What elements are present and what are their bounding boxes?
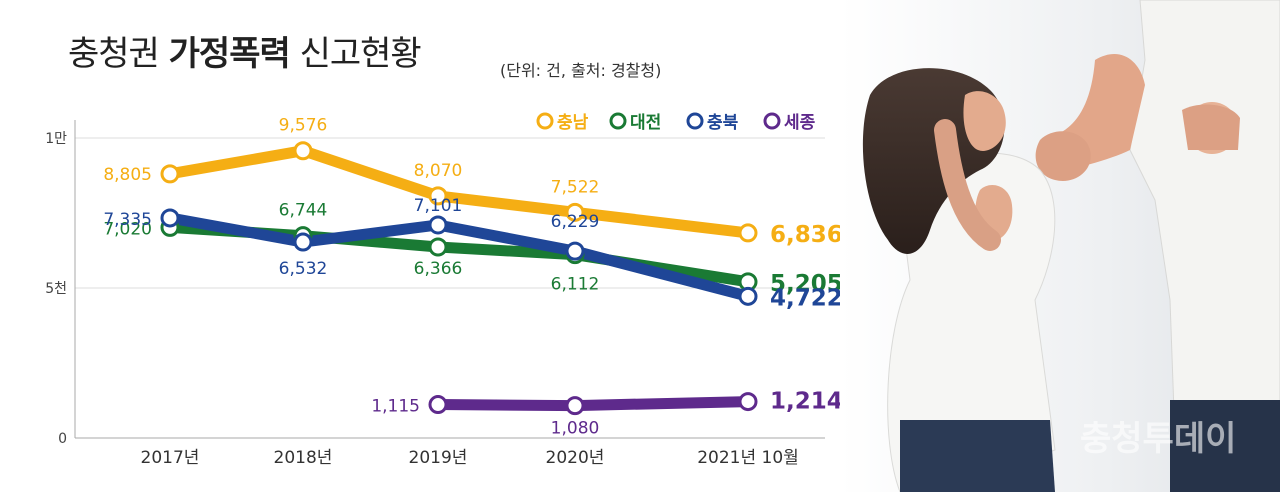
data-label-세종: 1,080 — [551, 419, 600, 439]
data-labels: 8,805 9,576 8,070 7,522 6,836 7,020 6,744 6,366… — [103, 116, 840, 439]
data-label-대전: 5,205 — [770, 271, 840, 297]
legend-label-대전: 대전 — [630, 113, 661, 133]
data-label-충북: 6,532 — [279, 259, 328, 279]
data-point-충남 — [565, 202, 585, 222]
data-point-충남 — [293, 141, 313, 161]
axes: 0 5천 1만 2017년 2018년 2019년 2020년 2021년 10월 — [45, 120, 825, 468]
title-part-2: 가정폭력 — [168, 34, 291, 74]
legend-label-세종: 세종 — [784, 113, 816, 133]
data-label-충북: 4,722 — [770, 285, 840, 311]
data-label-충남: 7,522 — [551, 177, 600, 197]
data-label-대전: 6,112 — [551, 275, 600, 295]
legend-marker-세종 — [763, 112, 781, 130]
legend-marker-충남 — [536, 112, 554, 130]
data-label-충남: 9,576 — [279, 116, 328, 136]
legend-marker-대전 — [609, 112, 627, 130]
data-point-세종 — [738, 392, 758, 412]
legend-label-충북: 충북 — [707, 113, 739, 133]
data-point-충북 — [738, 286, 758, 306]
chart-title: 충청권 가정폭력 신고현황 — [68, 26, 422, 75]
data-point-세종 — [565, 396, 585, 416]
data-point-세종 — [428, 395, 448, 415]
data-point-충남 — [428, 186, 448, 206]
photo-watermark: 충청투데이 — [1080, 419, 1236, 459]
x-tick-label: 2018년 — [274, 448, 333, 468]
data-label-충남: 6,836 — [770, 222, 840, 248]
y-tick-label: 0 — [58, 431, 67, 447]
data-label-세종: 1,214 — [770, 389, 840, 415]
y-tick-label: 1만 — [45, 131, 67, 147]
title-part-1: 충청권 — [68, 34, 160, 74]
title-part-3: 신고현황 — [299, 34, 422, 74]
series-line-세종 — [432, 396, 754, 412]
data-label-충남: 8,070 — [414, 161, 463, 181]
legend-label-충남: 충남 — [557, 113, 589, 133]
data-point-충북 — [293, 232, 313, 252]
data-label-세종: 1,115 — [371, 397, 420, 417]
domestic-violence-photo: 충청투데이 — [840, 0, 1280, 492]
data-label-충남: 8,805 — [103, 165, 152, 185]
legend-marker-충북 — [686, 112, 704, 130]
data-label-충북: 7,101 — [414, 196, 463, 216]
data-label-충북: 6,229 — [551, 212, 600, 232]
man-figure — [1035, 0, 1280, 492]
data-point-충북 — [565, 241, 585, 261]
data-label-대전: 6,744 — [279, 201, 328, 221]
data-label-대전: 6,366 — [414, 259, 463, 279]
x-tick-label: 2021년 10월 — [697, 448, 799, 468]
data-label-대전: 7,020 — [103, 219, 152, 239]
x-tick-label: 2017년 — [141, 448, 200, 468]
x-tick-label: 2020년 — [546, 448, 605, 468]
y-tick-label: 5천 — [45, 281, 67, 297]
data-point-충북 — [428, 215, 448, 235]
series-line-충북 — [164, 212, 754, 302]
data-point-충남 — [738, 223, 758, 243]
data-label-충북: 7,335 — [103, 210, 152, 230]
series-points — [160, 141, 758, 416]
chart-unit-note: (단위: 건, 출처: 경찰청) — [500, 61, 662, 80]
woman-figure — [862, 68, 1056, 492]
data-point-충북 — [160, 208, 180, 228]
legend: 충남 대전 충북 세종 — [536, 112, 816, 133]
x-tick-label: 2019년 — [409, 448, 468, 468]
line-chart: 0 5천 1만 2017년 2018년 2019년 2020년 2021년 10월 8,805… — [45, 112, 840, 468]
data-point-충남 — [160, 164, 180, 184]
data-point-대전 — [428, 237, 448, 257]
